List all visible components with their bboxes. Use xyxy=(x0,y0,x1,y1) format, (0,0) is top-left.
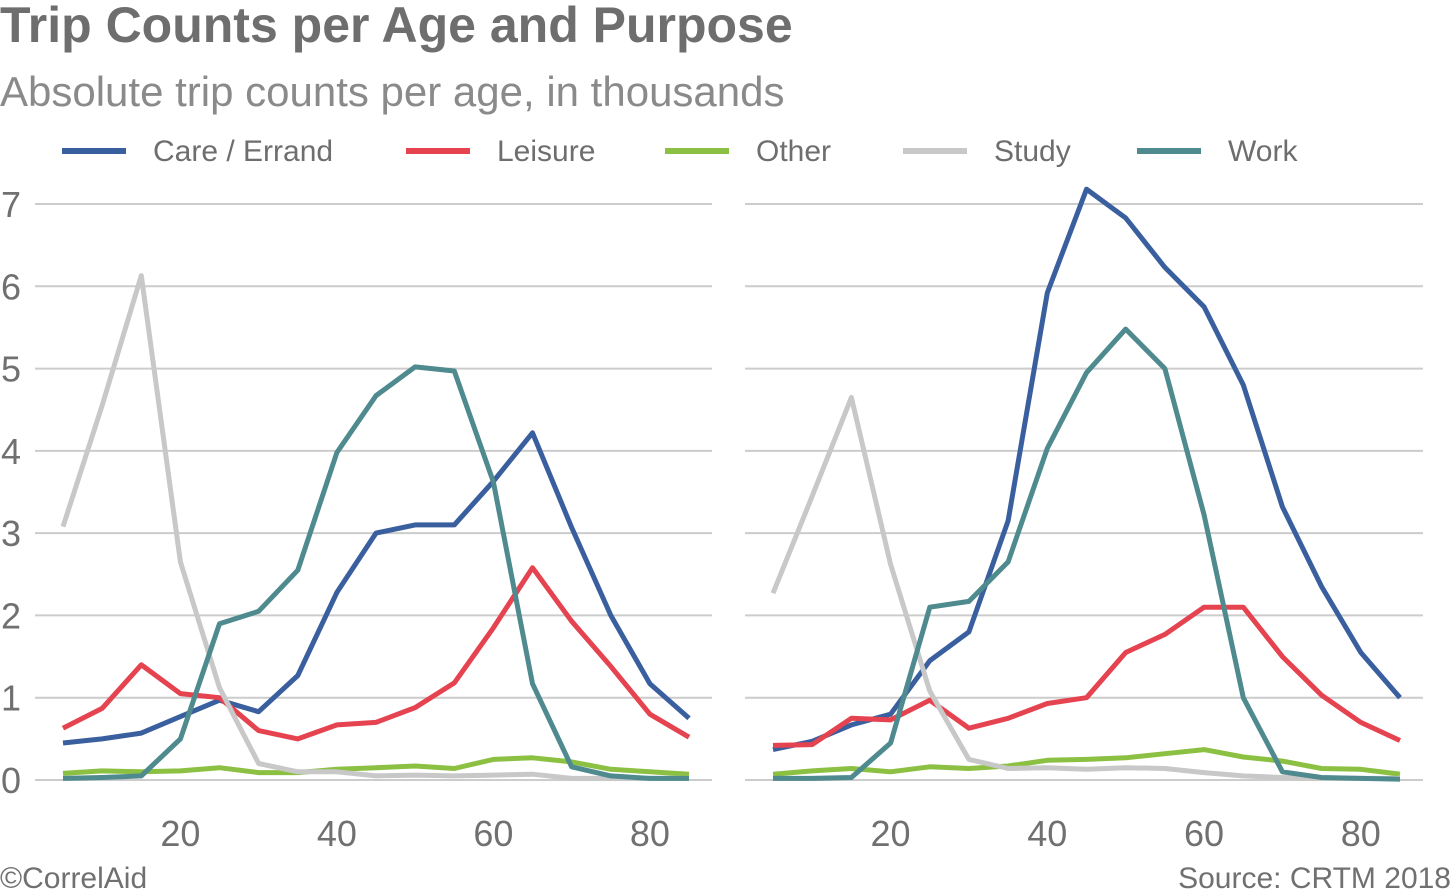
series-line-study xyxy=(770,394,1400,781)
x-tick-label: 80 xyxy=(630,813,670,854)
x-tick-label: 40 xyxy=(317,813,357,854)
legend-label-study: Study xyxy=(994,135,1071,168)
footer-source: Source: CRTM 2018 xyxy=(1178,862,1451,895)
series-line-study xyxy=(60,273,689,781)
series-line-other xyxy=(772,747,1401,777)
y-tick-label: 3 xyxy=(1,513,21,554)
panel-1: 0 1 2 3 4 5 6 7 20 40 60 80 xyxy=(1,184,712,854)
y-tick-label: 4 xyxy=(1,431,21,472)
y-tick-label: 5 xyxy=(1,349,21,390)
x-tick-label: 20 xyxy=(160,813,200,854)
chart-panels: 0 1 2 3 4 5 6 7 20 40 60 80 20 40 60 80 xyxy=(1,184,1423,854)
y-tick-label: 7 xyxy=(1,184,21,225)
x-tick-label: 60 xyxy=(1184,813,1224,854)
x-tick-label: 20 xyxy=(871,813,911,854)
legend: Care / Errand Leisure Other Study Work xyxy=(62,135,1298,168)
series-line-care-errand xyxy=(62,430,691,746)
legend-label-leisure: Leisure xyxy=(497,135,595,168)
y-tick-label: 2 xyxy=(1,595,21,636)
y-tick-label: 0 xyxy=(1,760,21,801)
panel-2: 20 40 60 80 xyxy=(745,186,1423,854)
series-line-leisure xyxy=(61,565,691,742)
chart-subtitle: Absolute trip counts per age, in thousan… xyxy=(0,68,785,115)
y-tick-label: 1 xyxy=(1,678,21,719)
series-line-work xyxy=(62,364,689,781)
series-line-work xyxy=(773,326,1401,782)
legend-label-work: Work xyxy=(1228,135,1298,168)
legend-label-other: Other xyxy=(756,135,831,168)
x-tick-label: 60 xyxy=(473,813,513,854)
x-tick-label: 80 xyxy=(1341,813,1381,854)
legend-label-care-errand: Care / Errand xyxy=(153,135,333,168)
series-line-other xyxy=(62,755,690,777)
y-tick-label: 6 xyxy=(1,266,21,307)
series-line-leisure xyxy=(772,604,1402,748)
footer-credit: ©CorrelAid xyxy=(0,862,147,895)
x-tick-label: 40 xyxy=(1027,813,1067,854)
chart-title: Trip Counts per Age and Purpose xyxy=(0,0,793,53)
